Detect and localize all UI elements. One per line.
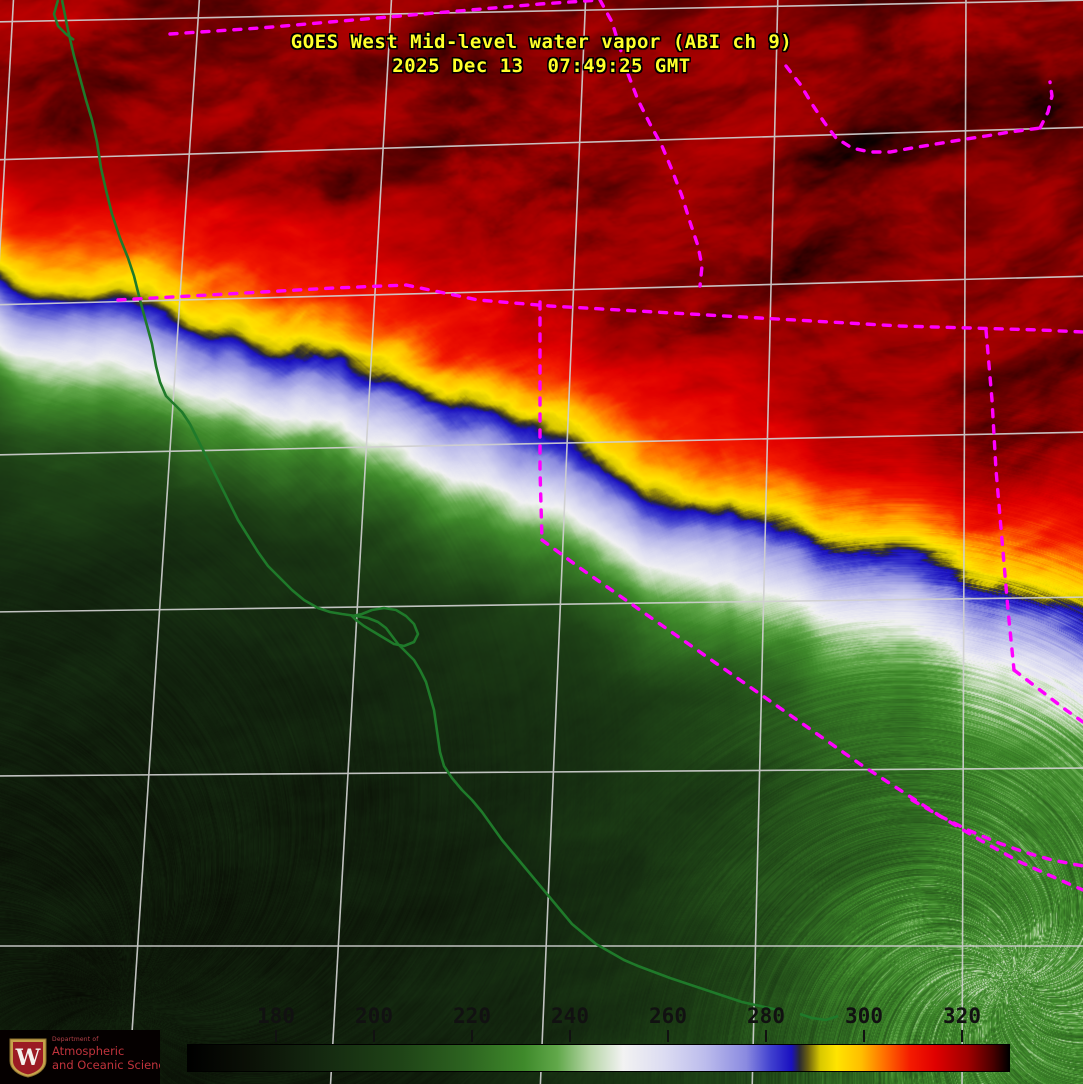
colorbar-label-220: 220 xyxy=(453,1004,491,1028)
logo-line-atmospheric: Atmospheric xyxy=(52,1044,125,1058)
colorbar-tick-labels: 180 200 220 240 260 280 300 320 xyxy=(0,1004,1083,1042)
colorbar-tick-320 xyxy=(961,1030,963,1042)
colorbar-label-180: 180 xyxy=(257,1004,295,1028)
colorbar-gradient-strip xyxy=(187,1044,1010,1072)
colorbar-label-200: 200 xyxy=(355,1004,393,1028)
political-borders xyxy=(116,0,1083,892)
colorbar-tick-180 xyxy=(275,1030,277,1042)
colorbar-label-280: 280 xyxy=(747,1004,785,1028)
colorbar-label-260: 260 xyxy=(649,1004,687,1028)
coastline xyxy=(52,0,839,1022)
colorbar-tick-280 xyxy=(765,1030,767,1042)
colorbar-tick-260 xyxy=(667,1030,669,1042)
uw-aos-logo: W Department of Atmospheric and Oceanic … xyxy=(0,1030,160,1084)
colorbar-label-240: 240 xyxy=(551,1004,589,1028)
colorbar: 180 200 220 240 260 280 300 320 xyxy=(0,1004,1083,1084)
colorbar-tick-220 xyxy=(471,1030,473,1042)
uw-crest-icon: W xyxy=(9,1038,47,1078)
colorbar-label-300: 300 xyxy=(845,1004,883,1028)
colorbar-tick-240 xyxy=(569,1030,571,1042)
logo-line-oceanic: and Oceanic Sciences xyxy=(52,1058,160,1072)
svg-text:W: W xyxy=(15,1045,41,1071)
colorbar-tick-300 xyxy=(863,1030,865,1042)
logo-department-line: Department of xyxy=(52,1036,99,1043)
colorbar-tick-200 xyxy=(373,1030,375,1042)
colorbar-label-320: 320 xyxy=(943,1004,981,1028)
logo-text: Department of Atmospheric and Oceanic Sc… xyxy=(52,1036,160,1072)
